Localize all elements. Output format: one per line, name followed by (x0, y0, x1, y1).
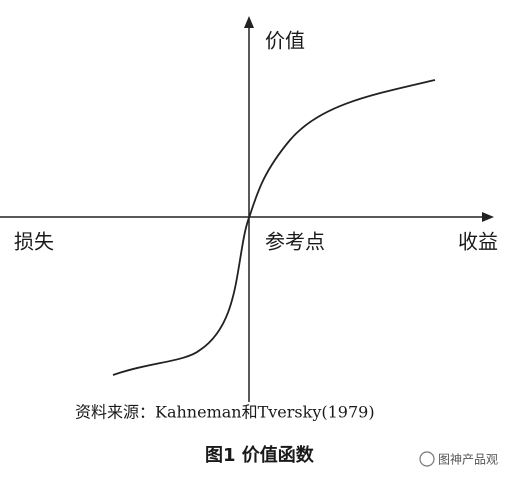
y-axis-label: 价值 (265, 29, 305, 53)
x-axis-arrow (482, 212, 494, 222)
watermark-icon (419, 451, 435, 467)
source-note: 资料来源：Kahneman和Tversky(1979) (75, 403, 375, 422)
gain-label: 收益 (458, 230, 498, 254)
value-curve (112, 79, 436, 376)
y-axis-arrow (244, 16, 254, 28)
loss-label: 损失 (14, 230, 54, 254)
reference-label: 参考点 (265, 230, 325, 254)
figure-caption: 图1 价值函数 (205, 444, 315, 466)
watermark: 图神产品观 (438, 453, 498, 467)
